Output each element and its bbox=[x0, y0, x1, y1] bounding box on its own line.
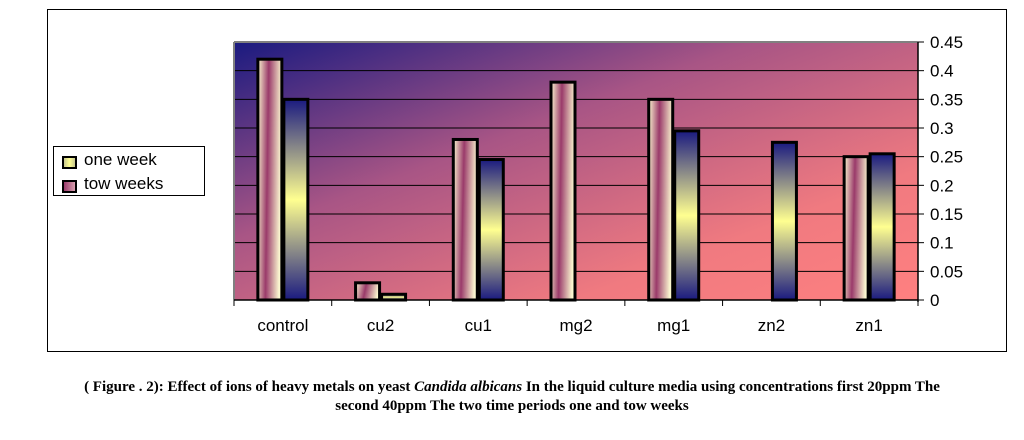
bar-tow-weeks-zn2 bbox=[770, 140, 798, 302]
x-tick-label: control bbox=[257, 316, 308, 335]
y-tick-label: 0.05 bbox=[930, 262, 963, 281]
bar-one-week-control bbox=[256, 57, 284, 302]
caption-line2: second 40ppm The two time periods one an… bbox=[335, 398, 689, 414]
legend: one week tow weeks bbox=[53, 146, 205, 196]
legend-label-one-week: one week bbox=[84, 150, 157, 169]
bar-tow-weeks-zn1 bbox=[868, 152, 896, 302]
y-tick-label: 0.35 bbox=[930, 90, 963, 109]
x-tick-label: mg2 bbox=[559, 316, 592, 335]
bar-tow-weeks-cu2 bbox=[380, 292, 408, 302]
bar-tow-weeks-control bbox=[282, 97, 310, 302]
bar-one-week-mg1 bbox=[647, 97, 675, 302]
x-tick-label: zn1 bbox=[855, 316, 882, 335]
x-tick-label: mg1 bbox=[657, 316, 690, 335]
legend-swatch-tow-weeks bbox=[62, 180, 77, 193]
y-tick-label: 0.2 bbox=[930, 176, 954, 195]
y-tick-label: 0.25 bbox=[930, 148, 963, 167]
y-tick-label: 0.45 bbox=[930, 33, 963, 52]
bar-one-week-zn1 bbox=[842, 155, 870, 302]
bar-tow-weeks-mg1 bbox=[673, 129, 701, 302]
bar-tow-weeks-cu1 bbox=[477, 158, 505, 302]
y-tick-label: 0.15 bbox=[930, 205, 963, 224]
x-tick-label: zn2 bbox=[758, 316, 785, 335]
y-tick-label: 0.1 bbox=[930, 234, 954, 253]
y-tick-label: 0 bbox=[930, 291, 939, 310]
chart-frame bbox=[47, 9, 1007, 352]
bar-one-week-cu2 bbox=[354, 281, 382, 302]
x-tick-label: cu1 bbox=[465, 316, 492, 335]
figure-caption: ( Figure . 2): Effect of ions of heavy m… bbox=[0, 378, 1024, 416]
legend-swatch-one-week bbox=[62, 156, 77, 169]
caption-part2: In the liquid culture media using concen… bbox=[522, 379, 940, 395]
caption-species: Candida albicans bbox=[414, 379, 523, 395]
caption-part1: ( Figure . 2): Effect of ions of heavy m… bbox=[84, 379, 415, 395]
y-tick-label: 0.4 bbox=[930, 62, 954, 81]
bar-chart: 0 0.05 0.1 0.15 0.2 0.25 0.3 0.35 0.4 0.45 control… bbox=[233, 33, 963, 335]
x-tick-label: cu2 bbox=[367, 316, 394, 335]
y-tick-label: 0.3 bbox=[930, 119, 954, 138]
legend-label-tow-weeks: tow weeks bbox=[84, 174, 164, 193]
bar-one-week-cu1 bbox=[451, 137, 479, 302]
bar-one-week-mg2 bbox=[549, 80, 577, 302]
